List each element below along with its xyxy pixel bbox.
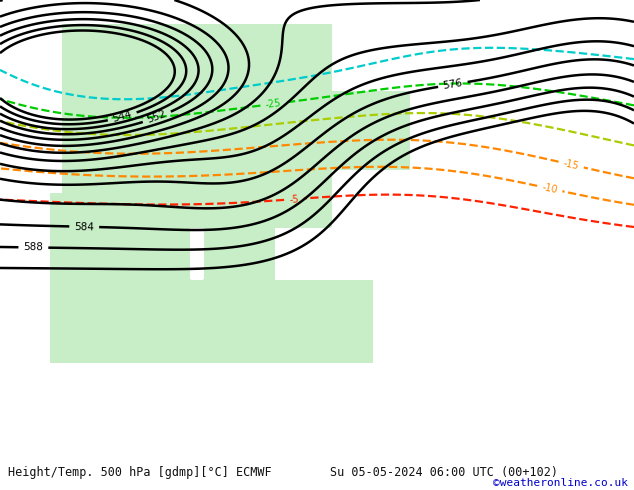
Text: -25: -25 (265, 98, 282, 110)
Text: Height/Temp. 500 hPa [gdmp][°C] ECMWF: Height/Temp. 500 hPa [gdmp][°C] ECMWF (8, 466, 271, 479)
Text: -15: -15 (562, 158, 580, 171)
Text: 588: 588 (23, 243, 43, 252)
Text: 576: 576 (443, 78, 463, 91)
Text: -10: -10 (541, 182, 559, 195)
Text: ©weatheronline.co.uk: ©weatheronline.co.uk (493, 478, 628, 488)
Text: -5: -5 (288, 194, 299, 204)
Text: Su 05-05-2024 06:00 UTC (00+102): Su 05-05-2024 06:00 UTC (00+102) (330, 466, 558, 479)
Text: 552: 552 (146, 109, 168, 125)
Text: 544: 544 (112, 109, 133, 124)
Text: 584: 584 (74, 221, 94, 232)
